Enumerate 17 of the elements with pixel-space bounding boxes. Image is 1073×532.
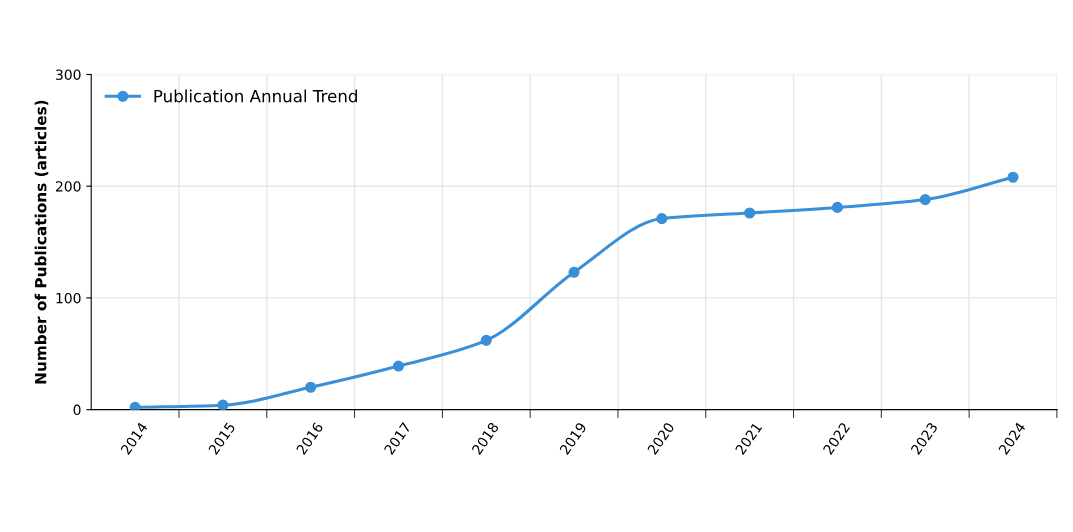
point [744, 207, 756, 219]
point [392, 360, 405, 372]
point [831, 201, 843, 213]
point [480, 334, 492, 346]
y-tick-label: 300 [56, 69, 81, 80]
point [656, 213, 668, 225]
y-tick-label: 0 [73, 404, 81, 416]
point [1007, 171, 1019, 183]
point [305, 381, 317, 393]
y-axis-title: Number of Publications (articles) [34, 100, 49, 384]
legend-label: Publication Annual Trend [154, 89, 357, 103]
point [919, 194, 931, 206]
point [217, 399, 229, 410]
y-tick-label: 200 [55, 181, 81, 192]
point [568, 266, 580, 278]
y-tick-label: 100 [56, 292, 81, 304]
point [129, 401, 141, 410]
